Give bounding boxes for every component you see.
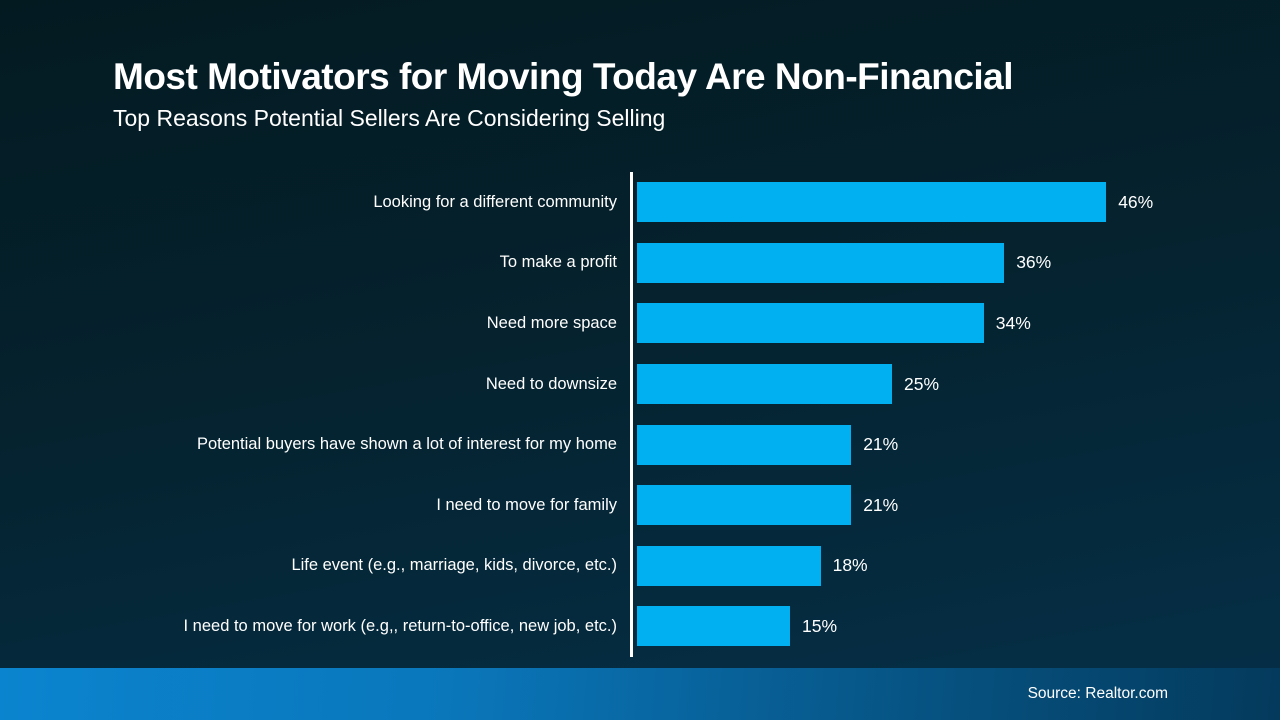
- bar: [637, 303, 984, 344]
- bar: [637, 364, 892, 405]
- bar-wrap: 18%: [637, 545, 1280, 586]
- value-label: 34%: [995, 312, 1031, 333]
- header: Most Motivators for Moving Today Are Non…: [113, 56, 1213, 132]
- chart-row: To make a profit 36%: [0, 233, 1280, 294]
- bar: [637, 424, 852, 465]
- bar-wrap: 15%: [637, 606, 1280, 647]
- bar: [637, 545, 821, 586]
- chart-row: I need to move for work (e.g,, return-to…: [0, 596, 1280, 657]
- chart-row: Life event (e.g., marriage, kids, divorc…: [0, 536, 1280, 597]
- bar-wrap: 34%: [637, 303, 1280, 344]
- chart-row: I need to move for family 21%: [0, 475, 1280, 536]
- bar-chart: Looking for a different community 46% To m…: [0, 172, 1280, 657]
- bar-wrap: 46%: [637, 182, 1280, 223]
- value-label: 21%: [863, 494, 899, 515]
- category-label: I need to move for work (e.g,, return-to…: [183, 616, 617, 635]
- category-label: Need to downsize: [485, 374, 617, 393]
- chart-row: Need to downsize 25%: [0, 354, 1280, 415]
- chart-row: Need more space 34%: [0, 293, 1280, 354]
- y-axis-line: [630, 172, 633, 657]
- bar-wrap: 21%: [637, 424, 1280, 465]
- source-attribution: Source: Realtor.com: [1027, 685, 1168, 702]
- value-label: 21%: [863, 434, 899, 455]
- bar-wrap: 25%: [637, 364, 1280, 405]
- category-label: Life event (e.g., marriage, kids, divorc…: [291, 556, 617, 575]
- chart-row: Potential buyers have shown a lot of int…: [0, 414, 1280, 475]
- category-label: To make a profit: [499, 253, 617, 272]
- bar-wrap: 36%: [637, 242, 1280, 283]
- bar: [637, 485, 852, 526]
- category-label: I need to move for family: [436, 495, 617, 514]
- chart-title: Most Motivators for Moving Today Are Non…: [113, 56, 1014, 97]
- value-label: 36%: [1016, 252, 1052, 273]
- chart-rows: Looking for a different community 46% To m…: [0, 172, 1280, 657]
- chart-row: Looking for a different community 46%: [0, 172, 1280, 233]
- category-label: Potential buyers have shown a lot of int…: [196, 435, 617, 454]
- value-label: 18%: [832, 555, 868, 576]
- footer-bar: Source: Realtor.com: [0, 668, 1280, 720]
- value-label: 46%: [1118, 191, 1154, 212]
- bar: [637, 182, 1107, 223]
- category-label: Looking for a different community: [373, 192, 617, 211]
- chart-subtitle: Top Reasons Potential Sellers Are Consid…: [113, 104, 666, 131]
- category-label: Need more space: [486, 313, 617, 332]
- value-label: 15%: [802, 615, 838, 636]
- value-label: 25%: [904, 373, 940, 394]
- bar: [637, 606, 790, 647]
- bar-wrap: 21%: [637, 485, 1280, 526]
- bar: [637, 242, 1005, 283]
